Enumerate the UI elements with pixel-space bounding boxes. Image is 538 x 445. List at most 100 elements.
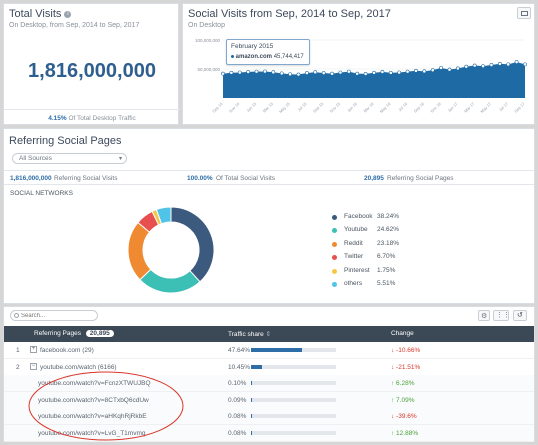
stats-row: 1,816,000,000 Referring Social Visits 10… [4,170,534,185]
pie-slice-youtube[interactable] [139,268,201,294]
col-header-change[interactable]: Change [391,330,414,337]
col-header-pages[interactable]: Referring Pages 20,895 [34,330,114,337]
refresh-button[interactable]: ↺ [513,310,527,321]
data-point[interactable] [355,71,360,76]
data-point[interactable] [363,72,368,76]
data-point[interactable] [263,69,267,74]
data-point[interactable] [330,71,334,76]
legend-item-facebook[interactable]: Facebook 38.24% [332,213,452,223]
settings-button[interactable]: ⚙ [478,310,490,321]
legend-dot-icon [332,215,337,220]
series-dot-icon [231,54,234,58]
data-point[interactable] [447,67,452,72]
social-visits-subtitle: On Desktop [188,22,225,29]
data-point[interactable] [405,69,410,74]
share-bar [251,397,336,402]
share-bar [251,430,336,435]
legend-item-youtube[interactable]: Youtube 24.62% [332,226,452,236]
stat-visits-label: Referring Social Visits [54,175,118,182]
x-tick-label: Jan 16 [346,101,359,114]
data-point[interactable] [497,61,502,66]
stat-pages-label: Referring Social Pages [387,175,454,182]
data-point[interactable] [439,65,444,70]
x-tick-label: Mar 17 [463,101,476,114]
pages-count-badge: 20,895 [85,330,114,337]
data-point[interactable] [506,62,511,67]
x-tick-label: Mar 16 [362,101,375,114]
page-url: youtube.com/watch?v=aHKqhRjRkbE [38,413,147,420]
data-point[interactable] [380,70,385,74]
data-point[interactable] [229,70,234,75]
change-value: ↓ -10.66% [391,347,421,354]
pie-slice-facebook[interactable] [170,206,215,283]
data-point[interactable] [296,72,301,77]
area-series [223,62,525,98]
x-tick-label: May 15 [278,101,291,114]
legend-label: Reddit [344,239,363,247]
legend-item-twitter[interactable]: Twitter 6.70% [332,253,452,263]
data-point[interactable] [304,71,309,75]
legend-item-pinterest[interactable]: Pinterest 1.75% [332,267,452,277]
share-value: 47.64% [228,347,251,354]
search-input[interactable] [21,311,95,320]
data-point[interactable] [523,62,527,67]
stat-visits-value: 1,816,000,000 [10,175,52,182]
data-point[interactable] [237,70,242,75]
chart-tooltip: February 2015 amazon.com 45,744,417 [226,39,310,65]
data-point[interactable] [430,68,435,73]
data-point[interactable] [254,69,259,74]
data-point[interactable] [321,71,326,75]
legend-label: others [344,280,363,287]
data-point[interactable] [221,71,225,76]
data-point[interactable] [388,70,393,75]
total-visits-subtitle: On Desktop, from Sep, 2014 to Sep, 2017 [9,22,140,29]
legend-item-reddit[interactable]: Reddit 23.18% [332,240,452,250]
data-point[interactable] [514,60,519,64]
data-point[interactable] [313,70,318,75]
y-tick-label: 100,000,000 [195,38,221,43]
refresh-icon: ↺ [517,312,523,319]
data-point[interactable] [397,70,402,75]
page-url: youtube.com/watch?v=LvG_T1mvmg [38,429,146,437]
data-point[interactable] [346,69,351,74]
page-url: youtube.com/watch?v=FcnzXTWUJBQ [38,380,151,387]
data-point[interactable] [464,64,469,69]
data-point[interactable] [481,64,485,69]
data-point[interactable] [422,69,427,74]
data-point[interactable] [279,71,284,76]
data-point[interactable] [372,70,376,75]
y-tick-label: 50,000,000 [197,67,220,72]
data-point[interactable] [489,63,494,67]
data-point[interactable] [271,70,276,75]
columns-button[interactable]: ⋮⋮ [493,310,510,321]
legend-item-others[interactable]: others 5.51% [332,280,452,290]
legend-pct: 38.24% [377,213,400,220]
share-bar [251,348,336,352]
data-point[interactable] [472,63,477,68]
page-url: youtube.com/watch?v=8CTxbQ6cdUw [38,396,149,404]
footnote-pct: 4.15% [48,115,67,122]
stat-pages-value: 20,895 [364,175,384,182]
data-point[interactable] [414,68,418,73]
x-tick-label: Sep 15 [312,101,325,114]
data-point[interactable] [455,66,460,71]
x-tick-label: Nov 16 [429,101,442,114]
x-tick-label: Sep 14 [211,101,224,114]
data-point[interactable] [246,70,251,74]
pie-slice-others[interactable] [155,206,172,225]
networks-label: SOCIAL NETWORKS [10,190,73,197]
change-value: ↑ 12.88% [391,429,419,437]
stat-share-label: Of Total Social Visits [216,175,276,182]
pie-slice-reddit[interactable] [127,221,152,281]
data-point[interactable] [338,70,343,75]
share-bar [251,364,336,369]
image-export-button[interactable] [517,7,531,19]
expand-toggle-icon[interactable]: + [30,346,37,353]
table-row[interactable]: 1 + facebook.com (29) 47.64% ↓ -10.66% [4,342,534,359]
table-search[interactable] [10,310,98,321]
expand-toggle-icon[interactable]: − [30,362,37,370]
col-header-share[interactable]: Traffic share ⇕ [228,331,272,338]
source-select[interactable]: All Sources ▾ [12,153,127,164]
info-icon[interactable]: i [64,10,72,18]
data-point[interactable] [288,72,293,77]
